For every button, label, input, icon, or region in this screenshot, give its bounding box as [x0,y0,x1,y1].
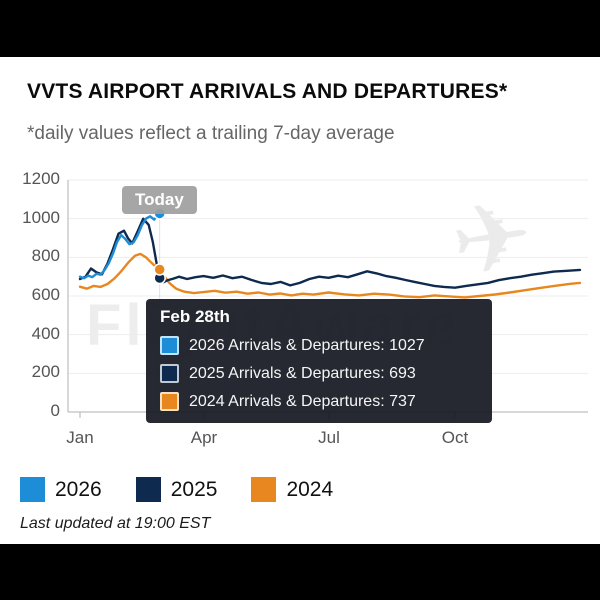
tooltip-row-text: 2026 Arrivals & Departures: 1027 [189,336,425,354]
tooltip-row-2024: 2024 Arrivals & Departures: 737 [160,392,478,411]
tooltip-row-text: 2024 Arrivals & Departures: 737 [189,392,416,410]
legend-label: 2026 [55,477,102,501]
today-badge: Today [122,186,197,214]
chart-legend: 2026 2025 2024 [20,477,333,502]
series-2026-swatch-icon [160,336,179,355]
y-axis-tick-1000: 1000 [22,208,60,227]
y-axis-tick-200: 200 [31,362,60,381]
legend-label: 2025 [170,477,218,501]
x-axis-tick-jul: Jul [318,428,340,447]
legend-item-2025[interactable]: 2025 [135,477,218,502]
y-axis-tick-0: 0 [50,401,60,420]
page-title: VVTS AIRPORT ARRIVALS AND DEPARTURES* [27,80,508,103]
letterbox-top [0,0,600,57]
tooltip-date-header: Feb 28th [160,307,230,326]
y-axis-tick-1200: 1200 [22,169,60,188]
y-axis-tick-400: 400 [31,324,60,343]
x-axis-tick-oct: Oct [441,428,469,447]
legend-2024-swatch-icon [251,477,277,502]
legend-2025-swatch-icon [135,477,161,502]
x-axis-tick-apr: Apr [190,428,218,447]
series-2024-swatch-icon [160,392,179,411]
tooltip-row-2025: 2025 Arrivals & Departures: 693 [160,364,478,383]
chart-subtitle: *daily values reflect a trailing 7-day a… [27,123,395,144]
y-axis-tick-800: 800 [31,246,60,265]
chart-plot-area[interactable] [0,170,600,455]
chart-svg [67,179,588,418]
legend-item-2024[interactable]: 2024 [251,477,333,502]
x-axis-tick-jan: Jan [66,428,94,447]
last-updated-text: Last updated at 19:00 EST [20,515,211,532]
legend-item-2026[interactable]: 2026 [20,477,102,502]
legend-label: 2024 [286,477,334,501]
chart-tooltip: Feb 28th 2026 Arrivals & Departures: 102… [146,299,492,423]
series-2025-swatch-icon [160,364,179,383]
tooltip-row-text: 2025 Arrivals & Departures: 693 [189,364,416,382]
legend-2026-swatch-icon [20,477,45,502]
y-axis-tick-600: 600 [31,285,60,304]
tooltip-row-2026: 2026 Arrivals & Departures: 1027 [160,336,478,355]
letterbox-bottom [0,544,600,600]
